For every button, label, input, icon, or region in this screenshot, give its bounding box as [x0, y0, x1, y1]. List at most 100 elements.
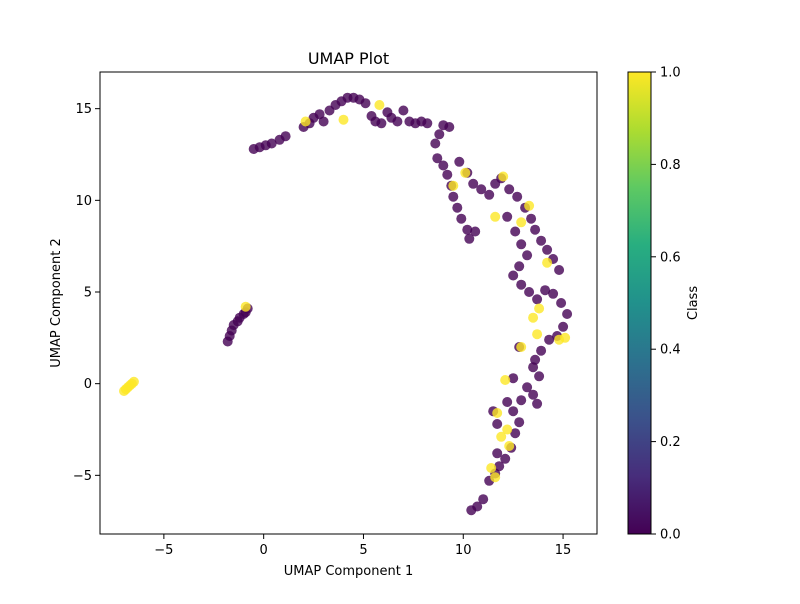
point-class-0 [556, 298, 567, 308]
point-class-1 [338, 114, 349, 125]
point-class-0 [456, 213, 467, 224]
point-class-0 [444, 122, 455, 132]
point-class-0 [508, 373, 519, 384]
point-class-0 [516, 279, 527, 290]
point-class-0 [360, 98, 371, 109]
point-class-0 [466, 505, 477, 516]
point-class-0 [468, 178, 479, 189]
point-class-0 [514, 417, 525, 428]
point-class-0 [434, 129, 445, 140]
point-class-0 [510, 226, 521, 237]
point-class-1 [492, 408, 503, 418]
point-class-1 [542, 257, 553, 268]
colorbar-tick-label: 0.2 [660, 435, 681, 450]
point-class-0 [448, 191, 459, 202]
point-class-0 [492, 448, 503, 459]
point-class-1 [496, 431, 507, 442]
point-class-1 [504, 441, 515, 451]
point-class-0 [500, 453, 511, 464]
point-class-0 [544, 334, 555, 345]
point-class-0 [422, 118, 433, 129]
point-class-0 [318, 116, 329, 127]
point-class-0 [510, 428, 521, 439]
point-class-0 [534, 371, 545, 382]
point-class-1 [532, 329, 543, 340]
point-class-0 [516, 239, 527, 250]
point-class-0 [516, 395, 527, 406]
point-class-1 [498, 171, 509, 182]
x-tick-label: −5 [154, 543, 173, 558]
y-tick-label: 5 [84, 286, 92, 301]
point-class-0 [508, 406, 519, 417]
point-class-1 [128, 376, 139, 387]
colorbar-tick-label: 0.6 [660, 250, 681, 265]
y-tick-label: 0 [84, 377, 92, 392]
point-class-0 [528, 362, 539, 373]
colorbar [627, 71, 652, 535]
point-class-0 [502, 397, 513, 407]
point-class-0 [476, 184, 487, 195]
y-tick-label: 15 [75, 102, 92, 117]
y-axis-ticks: −5 0 5 10 15 [73, 102, 100, 484]
x-tick-label: 10 [455, 543, 472, 558]
point-class-0 [530, 224, 541, 235]
point-class-1 [560, 332, 571, 343]
x-axis-label: UMAP Component 1 [284, 564, 413, 579]
point-class-0 [528, 389, 539, 400]
colorbar-tick-label: 0.4 [660, 343, 681, 358]
colorbar-ticks: 0.0 0.2 0.4 0.6 0.8 1.0 [651, 66, 681, 543]
scatter-points [119, 92, 573, 516]
point-class-0 [478, 494, 489, 505]
point-class-0 [438, 160, 449, 171]
x-tick-label: 15 [555, 543, 572, 558]
point-class-0 [376, 118, 387, 129]
point-class-0 [558, 321, 569, 332]
point-class-0 [526, 213, 537, 224]
y-axis-label: UMAP Component 2 [49, 238, 64, 367]
point-class-1 [374, 100, 385, 110]
point-class-0 [532, 294, 543, 305]
point-class-0 [452, 202, 463, 213]
x-axis-ticks: −5 0 5 10 15 [154, 534, 571, 558]
point-class-0 [492, 419, 503, 429]
point-class-0 [442, 169, 453, 180]
point-class-0 [432, 153, 443, 164]
point-class-1 [448, 180, 459, 191]
plot-frame [99, 71, 598, 535]
point-class-1 [534, 303, 545, 314]
colorbar-label: Class [686, 286, 701, 320]
y-tick-label: 10 [75, 194, 92, 209]
chart-title: UMAP Plot [308, 49, 389, 68]
point-class-0 [536, 235, 547, 246]
point-class-0 [470, 226, 481, 237]
point-class-0 [398, 105, 409, 116]
point-class-0 [392, 116, 403, 127]
point-class-1 [240, 301, 251, 312]
point-class-1 [486, 463, 497, 473]
point-class-0 [562, 309, 573, 319]
y-tick-label: −5 [73, 469, 92, 484]
point-class-1 [516, 342, 527, 352]
point-class-0 [430, 138, 441, 149]
point-class-0 [540, 285, 551, 296]
point-class-0 [314, 109, 325, 120]
point-class-1 [524, 200, 535, 211]
point-class-0 [502, 211, 513, 222]
point-class-0 [514, 261, 525, 272]
point-class-0 [464, 233, 475, 244]
point-class-0 [548, 288, 559, 299]
point-class-0 [280, 131, 291, 142]
point-class-0 [522, 382, 533, 393]
point-class-0 [522, 250, 533, 261]
point-class-0 [454, 156, 465, 167]
point-class-0 [524, 287, 535, 297]
point-class-1 [490, 472, 501, 483]
colorbar-tick-label: 1.0 [660, 66, 681, 81]
point-class-1 [502, 424, 513, 435]
point-class-0 [266, 138, 277, 149]
point-class-0 [462, 224, 473, 235]
point-class-0 [532, 398, 543, 409]
point-class-0 [484, 189, 495, 200]
point-class-0 [554, 265, 565, 275]
colorbar-tick-label: 0.8 [660, 158, 681, 173]
